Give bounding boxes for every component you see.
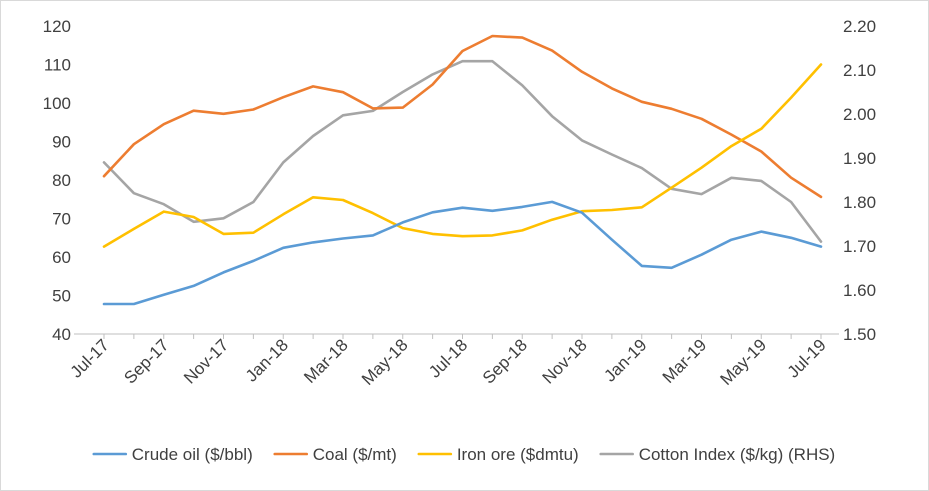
y-left-tick-label: 110 — [44, 56, 71, 75]
series-lines — [102, 34, 823, 306]
x-tick-label: Jul-18 — [425, 335, 471, 381]
y-right-tick-label: 1.70 — [843, 237, 876, 256]
x-tick-label: Sep-17 — [120, 335, 172, 387]
y-right-tick-label: 2.10 — [843, 61, 876, 80]
x-tick-label: Nov-18 — [539, 335, 591, 387]
x-tick-label: Jan-19 — [600, 335, 650, 385]
x-tick-label: Jul-17 — [67, 335, 113, 381]
legend: Crude oil ($/bbl) Coal ($/mt) Iron ore ($d… — [92, 445, 836, 464]
series-line-cotton-index-kg-rhs — [102, 59, 823, 243]
legend-label: Iron ore ($dmtu) — [457, 445, 579, 464]
y-left-tick-label: 100 — [43, 94, 71, 113]
y-right-tick-label: 1.60 — [843, 281, 876, 300]
y-right-tick-label: 2.00 — [843, 105, 876, 124]
x-tick-label: Nov-17 — [180, 335, 232, 387]
axes: 120 110 100 90 80 70 60 50 40 2.20 2.10 2.00 1.90 1.8… — [43, 17, 876, 389]
series-line-iron-ore-dmtu — [102, 63, 823, 248]
y-left-tick-label: 80 — [52, 171, 71, 190]
legend-label: Cotton Index ($/kg) (RHS) — [639, 445, 836, 464]
y-left-tick-label: 40 — [52, 325, 71, 344]
y-left-tick-label: 90 — [52, 133, 71, 152]
y-right-tick-label: 1.80 — [843, 193, 876, 212]
y-left-tick-label: 120 — [43, 17, 71, 36]
x-tick-label: Jan-18 — [242, 335, 292, 385]
x-tick-label: May-19 — [717, 335, 771, 389]
y-right-tick-label: 2.20 — [843, 17, 876, 36]
y-left-tick-label: 70 — [52, 210, 71, 229]
legend-label: Crude oil ($/bbl) — [132, 445, 253, 464]
y-right-tick-label: 1.90 — [843, 149, 876, 168]
y-right-tick-label: 1.50 — [843, 325, 876, 344]
x-tick-label: May-18 — [358, 335, 412, 389]
x-tick-label: Mar-19 — [659, 335, 711, 387]
series-line-coal-mt — [102, 34, 823, 199]
x-tick-label: Mar-18 — [300, 335, 352, 387]
series-line-crude-oil-bbl — [102, 200, 823, 306]
legend-label: Coal ($/mt) — [313, 445, 397, 464]
y-left-tick-label: 50 — [52, 287, 71, 306]
y-left-tick-label: 60 — [52, 248, 71, 267]
x-tick-label: Sep-18 — [479, 335, 531, 387]
x-tick-label: Jul-19 — [784, 335, 830, 381]
